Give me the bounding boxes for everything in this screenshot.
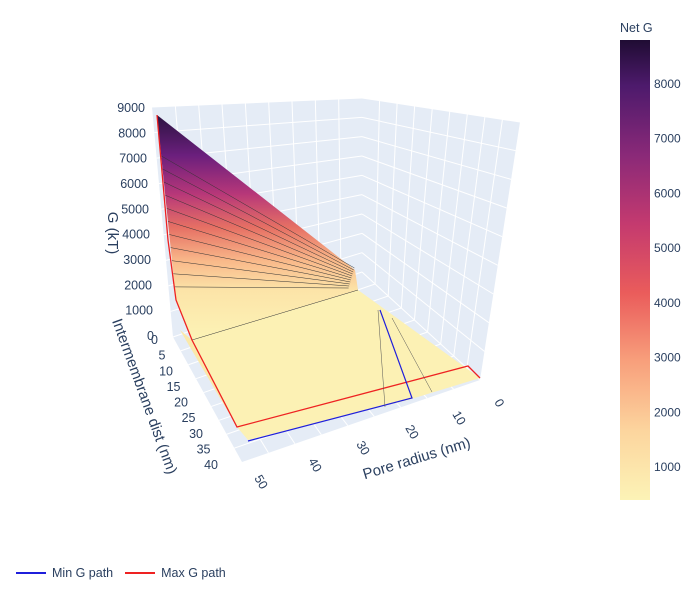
z-tick-label: 6000: [120, 177, 148, 191]
legend-swatch-min-g: [16, 572, 46, 574]
x-tick-label: 50: [251, 473, 270, 492]
z-tick-label: 9000: [117, 101, 145, 115]
legend-label-max-g: Max G path: [161, 566, 226, 580]
colorbar-tick-label: 4000: [654, 296, 681, 310]
legend-item-min-g[interactable]: Min G path: [16, 566, 113, 580]
x-tick-label: 0: [491, 397, 507, 410]
colorbar-tick-label: 7000: [654, 132, 681, 146]
legend-swatch-max-g: [125, 572, 156, 574]
colorbar-tick-label: 3000: [654, 351, 681, 365]
z-tick-label: 7000: [119, 152, 147, 166]
x-tick-label: 30: [353, 439, 372, 458]
x-tick-label: 40: [305, 456, 324, 475]
y-tick-label: 15: [167, 380, 181, 394]
x-axis-ticks: 0 10 20 30 40 50: [251, 397, 507, 492]
colorbar-tick-label: 2000: [654, 405, 681, 419]
z-tick-label: 1000: [125, 304, 153, 318]
contour-lines: [161, 155, 359, 341]
z-tick-label: 2000: [124, 278, 152, 292]
z-axis-title: G (kT): [104, 212, 121, 255]
y-tick-label: 40: [204, 458, 218, 472]
colorbar-tick-label: 8000: [654, 77, 681, 91]
z-tick-label: 4000: [122, 228, 150, 242]
colorbar-title: Net G: [620, 21, 653, 35]
legend: Min G path Max G path: [16, 566, 226, 580]
min-g-path-line: [247, 309, 413, 442]
x-tick-label: 20: [402, 423, 421, 442]
surface-thin-lines-2: [391, 317, 433, 393]
colorbar-tick-label: 6000: [654, 186, 681, 200]
legend-label-min-g: Min G path: [52, 566, 114, 580]
z-tick-label: 3000: [123, 253, 151, 267]
z-tick-label: 8000: [118, 126, 146, 140]
y-tick-label: 0: [151, 333, 158, 347]
colorbar-tick-label: 5000: [654, 241, 681, 255]
z-tick-label: 5000: [121, 202, 149, 216]
y-tick-label: 35: [197, 442, 211, 456]
y-tick-label: 10: [159, 364, 173, 378]
max-g-path-line: [156, 114, 481, 428]
surface-flat-face-edge: [180, 330, 237, 427]
surface-flat-face: [192, 290, 480, 440]
z-tick-label: 0: [147, 329, 154, 343]
legend-item-max-g[interactable]: Max G path: [125, 566, 226, 580]
z-axis-ticks: 0 1000 2000 3000 4000 5000 6000 7000 8000 9000: [117, 101, 154, 343]
colorbar: [620, 40, 650, 500]
y-axis-title: Intermembrane dist (nm): [108, 316, 180, 476]
colorbar-tick-label: 1000: [654, 460, 681, 474]
y-tick-label: 5: [159, 349, 166, 363]
surface-thin-lines: [377, 309, 386, 408]
x-tick-label: 10: [449, 409, 468, 428]
y-tick-label: 30: [189, 427, 203, 441]
surface-steep-face: [157, 115, 358, 340]
x-axis-title: Pore radius (nm): [361, 434, 473, 483]
back-wall-right: [362, 98, 520, 380]
y-tick-label: 25: [182, 411, 196, 425]
y-tick-label: 20: [174, 396, 188, 410]
colorbar-ticks: 1000 2000 3000 4000 5000 6000 7000 8000: [654, 77, 681, 474]
